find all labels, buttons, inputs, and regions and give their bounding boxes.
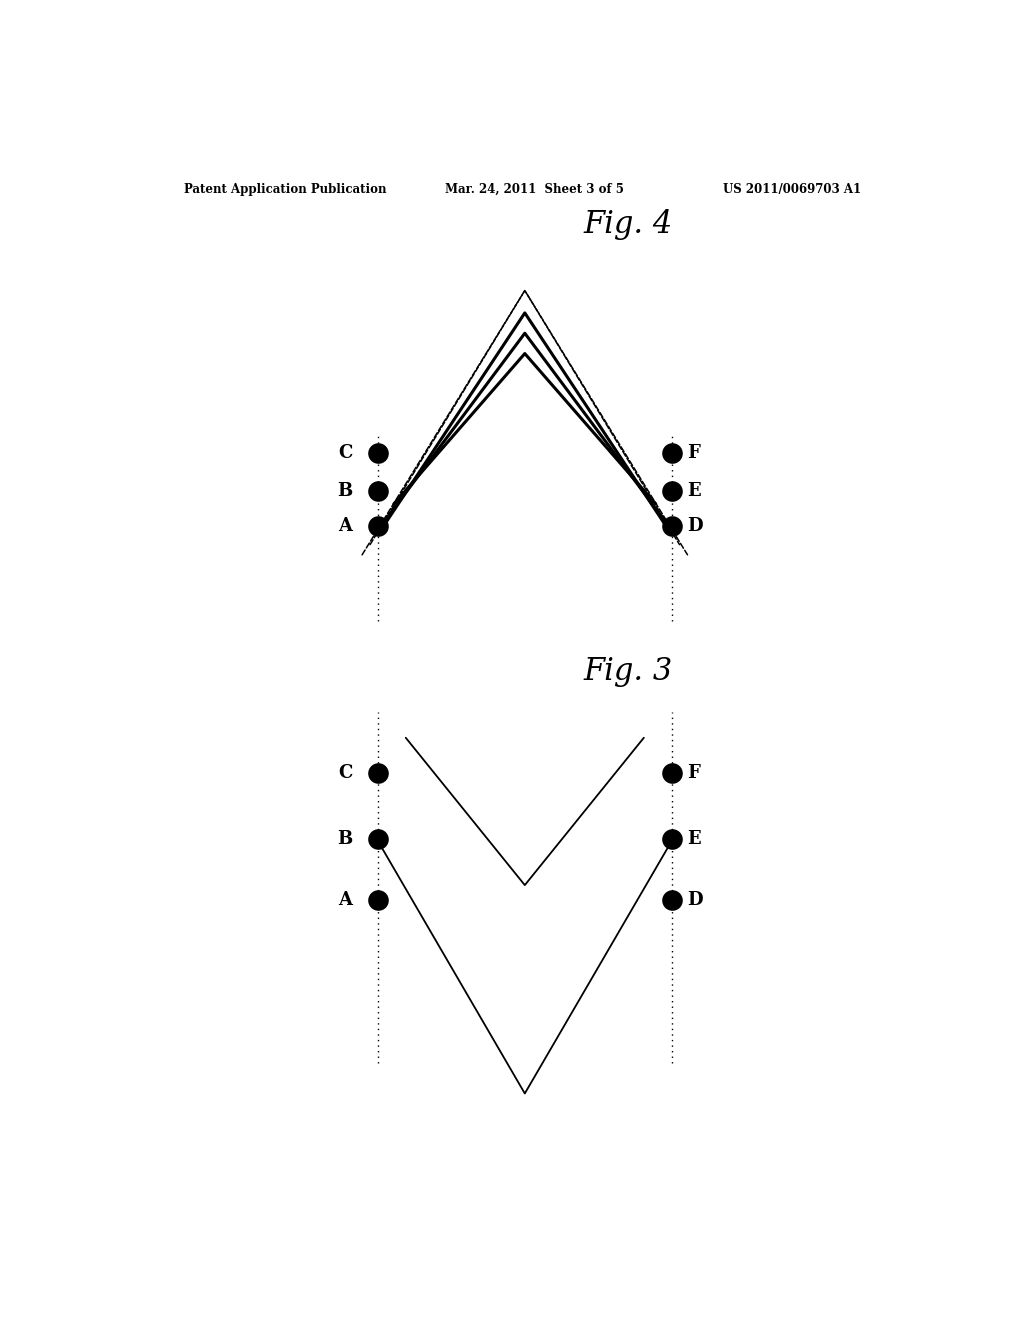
Point: [370, 480, 386, 502]
Point: [664, 763, 680, 784]
Point: [664, 829, 680, 850]
Text: Mar. 24, 2011  Sheet 3 of 5: Mar. 24, 2011 Sheet 3 of 5: [445, 182, 625, 195]
Point: [370, 516, 386, 537]
Point: [370, 442, 386, 463]
Text: F: F: [687, 764, 700, 783]
Text: E: E: [687, 482, 701, 500]
Text: E: E: [687, 830, 701, 849]
Point: [370, 829, 386, 850]
Text: D: D: [687, 891, 703, 909]
Text: D: D: [687, 517, 703, 536]
Text: A: A: [339, 517, 352, 536]
Text: F: F: [687, 444, 700, 462]
Text: C: C: [338, 444, 352, 462]
Point: [664, 890, 680, 911]
Point: [370, 890, 386, 911]
Text: US 2011/0069703 A1: US 2011/0069703 A1: [723, 182, 861, 195]
Point: [664, 442, 680, 463]
Point: [664, 516, 680, 537]
Point: [664, 480, 680, 502]
Text: B: B: [337, 482, 352, 500]
Text: C: C: [338, 764, 352, 783]
Text: Patent Application Publication: Patent Application Publication: [183, 182, 386, 195]
Text: Fig. 4: Fig. 4: [584, 209, 673, 240]
Text: A: A: [339, 891, 352, 909]
Text: B: B: [337, 830, 352, 849]
Point: [370, 763, 386, 784]
Text: Fig. 3: Fig. 3: [584, 656, 673, 686]
